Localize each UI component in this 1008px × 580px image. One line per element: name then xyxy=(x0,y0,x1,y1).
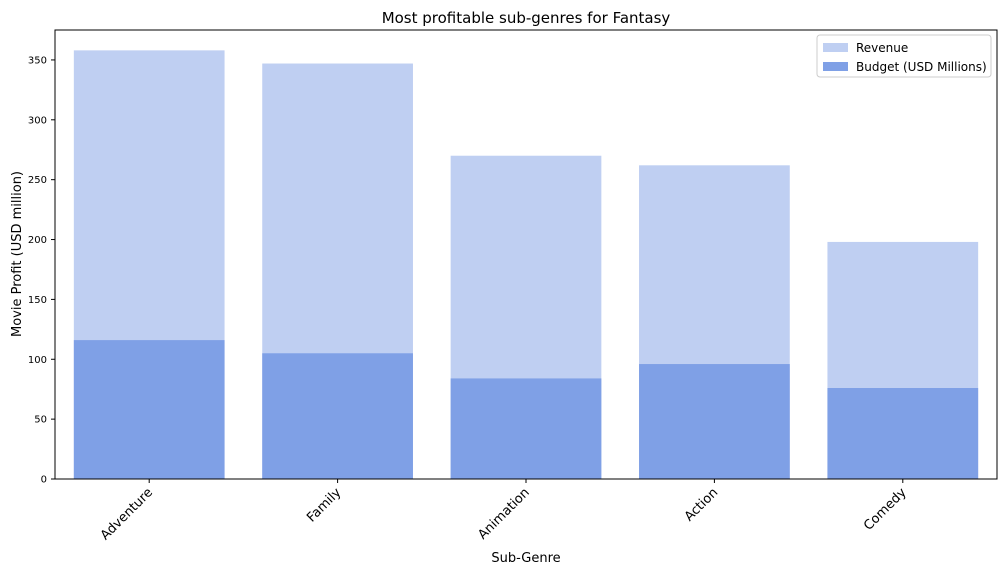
y-tick-label: 250 xyxy=(28,175,47,186)
y-tick-label: 300 xyxy=(28,115,47,126)
legend-swatch-budget xyxy=(823,62,848,71)
x-tick-label-adventure: Adventure xyxy=(98,485,156,543)
x-tick-label-comedy: Comedy xyxy=(861,485,910,534)
plot-frame xyxy=(54,29,998,480)
legend-label-budget: Budget (USD Millions) xyxy=(856,60,987,74)
y-axis: 0 50 100 150 200 250 300 350 xyxy=(28,55,55,486)
x-tick-label-animation: Animation xyxy=(475,485,532,542)
bar-budget-comedy xyxy=(827,388,979,479)
legend-label-revenue: Revenue xyxy=(856,41,908,55)
y-tick-label: 0 xyxy=(41,475,47,486)
y-axis-label: Movie Profit (USD million) xyxy=(10,171,25,337)
bar-budget-adventure xyxy=(73,340,225,479)
legend-box xyxy=(816,34,992,78)
bar-budget-animation xyxy=(450,378,602,479)
x-axis: Adventure Family Animation Action Comedy xyxy=(98,479,910,543)
y-tick-label: 350 xyxy=(28,55,47,66)
y-tick-label: 100 xyxy=(28,355,47,366)
bars-group xyxy=(73,50,979,480)
y-tick-label: 50 xyxy=(34,415,47,426)
y-tick-label: 200 xyxy=(28,235,47,246)
bar-budget-family xyxy=(262,353,413,479)
x-axis-label: Sub-Genre xyxy=(491,551,560,566)
chart-title: Most profitable sub-genres for Fantasy xyxy=(382,9,671,27)
legend: Revenue Budget (USD Millions) xyxy=(816,34,992,78)
x-tick-label-action: Action xyxy=(682,485,721,524)
bar-budget-action xyxy=(639,364,790,479)
x-tick-label-family: Family xyxy=(304,485,344,525)
legend-swatch-revenue xyxy=(823,43,848,52)
y-tick-label: 150 xyxy=(28,295,47,306)
